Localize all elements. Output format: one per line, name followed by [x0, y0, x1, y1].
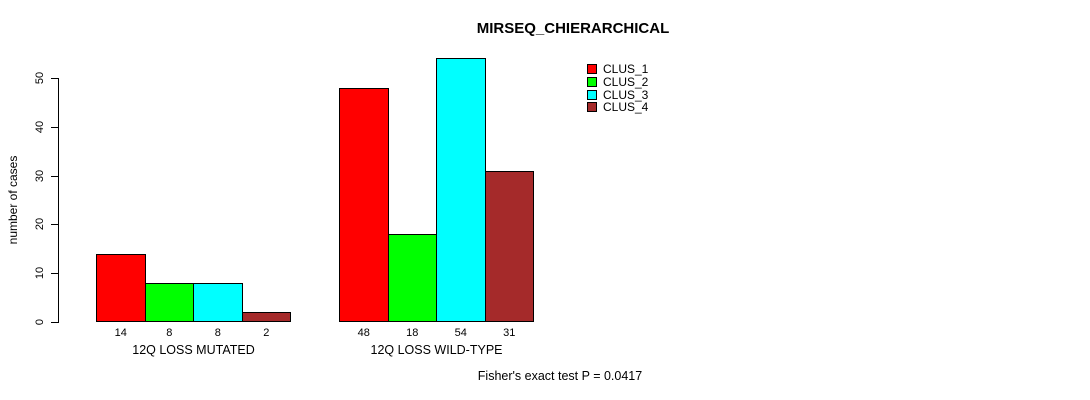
y-axis-title: number of cases: [6, 155, 20, 245]
bar-clus_4-group2: [484, 170, 534, 322]
bar-clus_1-group2: [339, 87, 389, 322]
legend: CLUS_1 CLUS_2 CLUS_3 CLUS_4: [587, 62, 649, 115]
y-tick-label: 0: [34, 318, 46, 326]
bar-clus_1-group1: [96, 253, 146, 322]
bar-value-label: 48: [357, 327, 370, 339]
category-label: 12Q LOSS WILD-TYPE: [370, 343, 503, 357]
bar-value-label: 31: [503, 327, 516, 339]
y-axis-line: [58, 78, 59, 323]
legend-label: CLUS_3: [603, 87, 649, 102]
legend-item: CLUS_4: [587, 100, 649, 115]
y-tick: [51, 224, 58, 226]
legend-swatch: [587, 102, 597, 113]
y-tick: [51, 273, 58, 275]
y-tick-label: 50: [34, 71, 46, 85]
legend-swatch: [587, 89, 597, 100]
legend-swatch: [587, 77, 597, 88]
legend-item: CLUS_1: [587, 62, 649, 77]
y-tick-label: 20: [34, 218, 46, 231]
bar-clus_3-group2: [436, 58, 486, 322]
bar-value-label: 14: [114, 327, 127, 339]
y-tick-label: 10: [34, 267, 46, 280]
legend-item: CLUS_3: [587, 87, 649, 102]
bar-value-label: 18: [406, 327, 419, 339]
bar-value-label: 2: [263, 327, 270, 339]
legend-item: CLUS_2: [587, 75, 649, 90]
category-label: 12Q LOSS MUTATED: [132, 343, 255, 357]
y-tick-label: 40: [34, 120, 46, 133]
y-tick: [51, 78, 58, 79]
bar-clus_4-group1: [241, 312, 291, 322]
bar-clus_2-group1: [144, 282, 194, 322]
bar-value-label: 8: [166, 327, 173, 339]
y-tick: [51, 126, 58, 128]
bar-value-label: 54: [454, 327, 467, 339]
legend-swatch: [587, 64, 597, 75]
y-tick: [51, 322, 58, 323]
chart-title: MIRSEQ_CHIERARCHICAL: [476, 20, 670, 37]
annotation-text: Fisher's exact test P = 0.0417: [477, 369, 643, 383]
legend-label: CLUS_2: [603, 75, 649, 90]
bar-clus_2-group2: [387, 234, 437, 322]
bar-value-label: 8: [214, 327, 221, 339]
bar-clus_3-group1: [193, 282, 243, 322]
legend-label: CLUS_4: [603, 100, 649, 115]
y-tick: [51, 175, 58, 177]
legend-label: CLUS_1: [603, 62, 649, 77]
y-tick-label: 30: [34, 169, 46, 182]
